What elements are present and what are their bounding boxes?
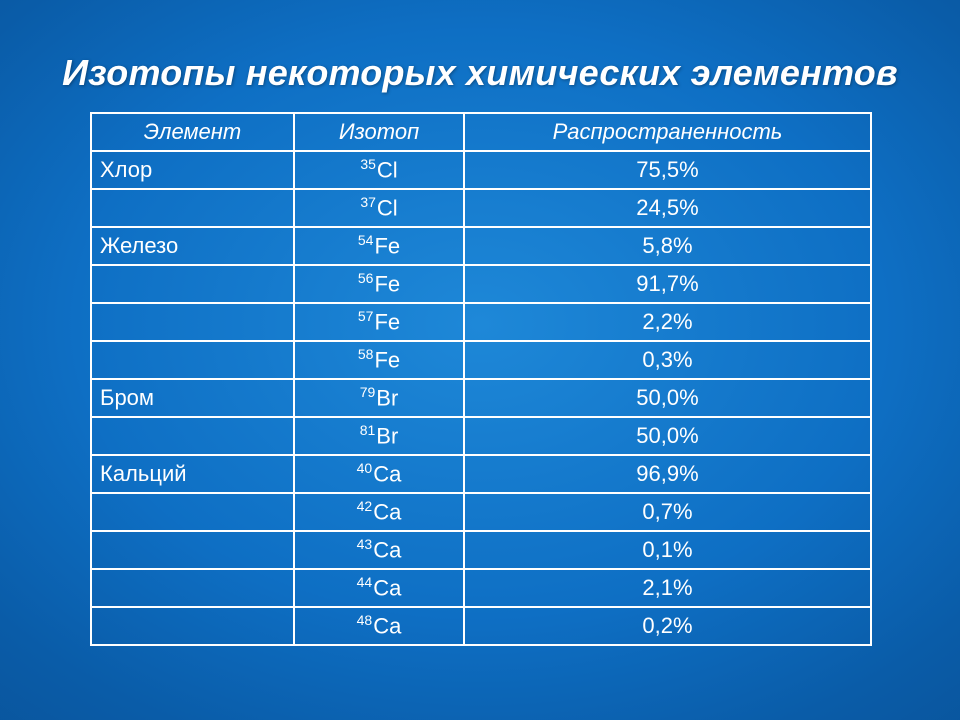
table-row: 57Fe2,2% <box>91 303 871 341</box>
isotope-mass: 40 <box>357 460 373 476</box>
cell-element: Кальций <box>91 455 294 493</box>
isotope-mass: 81 <box>360 422 376 438</box>
cell-isotope: 35Cl <box>294 151 464 189</box>
table-header-row: Элемент Изотоп Распространенность <box>91 113 871 151</box>
table-row: 48Ca0,2% <box>91 607 871 645</box>
cell-isotope: 37Cl <box>294 189 464 227</box>
table-row: Бром79Br50,0% <box>91 379 871 417</box>
cell-isotope: 42Ca <box>294 493 464 531</box>
cell-abundance: 0,2% <box>464 607 871 645</box>
isotope-symbol: Ca <box>373 576 401 601</box>
isotope-symbol: Fe <box>374 310 400 335</box>
cell-abundance: 0,7% <box>464 493 871 531</box>
isotope-symbol: Br <box>376 386 398 411</box>
table-row: 42Ca0,7% <box>91 493 871 531</box>
isotope-mass: 54 <box>358 232 374 248</box>
isotope-symbol: Ca <box>373 500 401 525</box>
header-abundance: Распространенность <box>464 113 871 151</box>
table-row: 37Cl24,5% <box>91 189 871 227</box>
cell-element: Хлор <box>91 151 294 189</box>
cell-element <box>91 303 294 341</box>
cell-isotope: 57Fe <box>294 303 464 341</box>
isotope-symbol: Ca <box>373 614 401 639</box>
isotope-mass: 35 <box>360 156 376 172</box>
isotope-mass: 57 <box>358 308 374 324</box>
isotopes-table: Элемент Изотоп Распространенность Хлор35… <box>90 112 872 646</box>
cell-element <box>91 189 294 227</box>
isotope-symbol: Fe <box>374 272 400 297</box>
table-row: 56Fe91,7% <box>91 265 871 303</box>
cell-element <box>91 341 294 379</box>
isotope-mass: 42 <box>357 498 373 514</box>
isotope-mass: 56 <box>358 270 374 286</box>
page-title: Изотопы некоторых химических элементов <box>0 0 960 112</box>
cell-isotope: 81Br <box>294 417 464 455</box>
cell-abundance: 24,5% <box>464 189 871 227</box>
cell-isotope: 54Fe <box>294 227 464 265</box>
isotope-symbol: Ca <box>373 538 401 563</box>
header-element: Элемент <box>91 113 294 151</box>
isotope-mass: 43 <box>357 536 373 552</box>
cell-isotope: 56Fe <box>294 265 464 303</box>
cell-element <box>91 569 294 607</box>
isotope-mass: 37 <box>360 194 376 210</box>
isotope-mass: 44 <box>357 574 373 590</box>
table-row: 58Fe0,3% <box>91 341 871 379</box>
cell-isotope: 44Ca <box>294 569 464 607</box>
cell-element <box>91 607 294 645</box>
cell-abundance: 96,9% <box>464 455 871 493</box>
cell-element: Железо <box>91 227 294 265</box>
cell-isotope: 48Ca <box>294 607 464 645</box>
cell-isotope: 43Ca <box>294 531 464 569</box>
isotope-symbol: Cl <box>377 158 398 183</box>
cell-abundance: 50,0% <box>464 379 871 417</box>
isotope-symbol: Fe <box>374 234 400 259</box>
table-row: 43Ca0,1% <box>91 531 871 569</box>
cell-element <box>91 417 294 455</box>
cell-isotope: 79Br <box>294 379 464 417</box>
isotope-symbol: Fe <box>374 348 400 373</box>
cell-isotope: 58Fe <box>294 341 464 379</box>
cell-abundance: 91,7% <box>464 265 871 303</box>
cell-element <box>91 493 294 531</box>
isotope-mass: 48 <box>357 612 373 628</box>
cell-isotope: 40Ca <box>294 455 464 493</box>
table-row: Хлор35Cl75,5% <box>91 151 871 189</box>
table-row: Железо54Fe5,8% <box>91 227 871 265</box>
table-row: 81Br50,0% <box>91 417 871 455</box>
cell-abundance: 5,8% <box>464 227 871 265</box>
table-row: 44Ca2,1% <box>91 569 871 607</box>
cell-element: Бром <box>91 379 294 417</box>
table-row: Кальций40Ca96,9% <box>91 455 871 493</box>
cell-abundance: 2,1% <box>464 569 871 607</box>
header-isotope: Изотоп <box>294 113 464 151</box>
cell-element <box>91 265 294 303</box>
isotopes-table-wrap: Элемент Изотоп Распространенность Хлор35… <box>90 112 870 646</box>
cell-abundance: 2,2% <box>464 303 871 341</box>
isotope-symbol: Br <box>376 424 398 449</box>
isotope-symbol: Cl <box>377 196 398 221</box>
isotope-symbol: Ca <box>373 462 401 487</box>
isotope-mass: 58 <box>358 346 374 362</box>
isotope-mass: 79 <box>360 384 376 400</box>
cell-element <box>91 531 294 569</box>
cell-abundance: 0,3% <box>464 341 871 379</box>
cell-abundance: 75,5% <box>464 151 871 189</box>
cell-abundance: 50,0% <box>464 417 871 455</box>
cell-abundance: 0,1% <box>464 531 871 569</box>
